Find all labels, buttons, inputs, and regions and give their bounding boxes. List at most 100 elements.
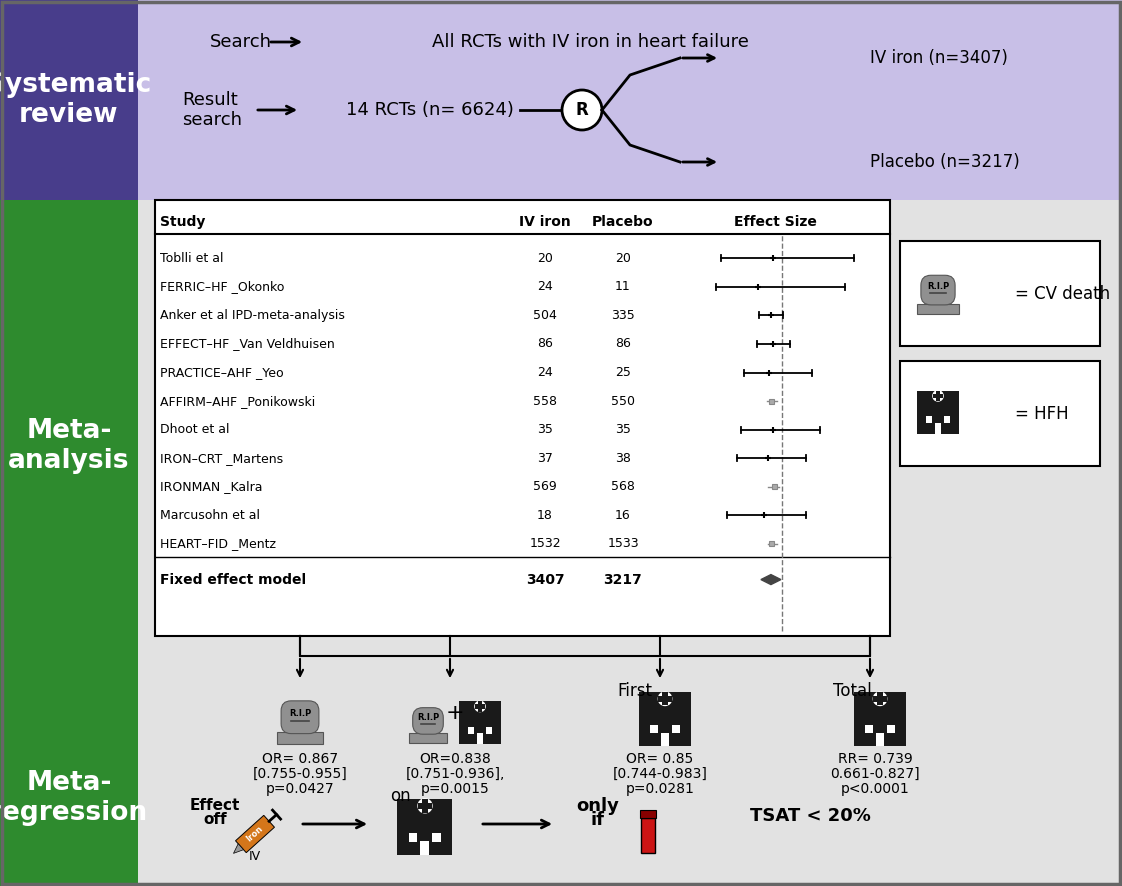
Bar: [277, 733, 323, 744]
Bar: [672, 725, 680, 734]
Text: 3217: 3217: [604, 572, 643, 587]
Text: IV iron (n=3407): IV iron (n=3407): [870, 49, 1008, 67]
Bar: [875, 733, 884, 746]
Text: PRACTICE–AHF _Yeo: PRACTICE–AHF _Yeo: [160, 366, 284, 379]
Text: 20: 20: [615, 252, 631, 265]
Text: 14 RCTs (n= 6624): 14 RCTs (n= 6624): [346, 101, 514, 119]
Bar: [650, 725, 657, 734]
Bar: [638, 692, 691, 705]
Text: IV: IV: [249, 850, 261, 862]
Bar: [397, 812, 452, 855]
Text: 335: 335: [611, 309, 635, 322]
Text: 38: 38: [615, 452, 631, 464]
Text: Search: Search: [210, 33, 272, 51]
Text: 18: 18: [537, 509, 553, 522]
Text: [0.751-0.936],: [0.751-0.936],: [405, 767, 505, 781]
Text: 16: 16: [615, 509, 631, 522]
Bar: [0, 0, 1122, 200]
Circle shape: [873, 691, 888, 706]
Text: Study: Study: [160, 215, 205, 229]
Text: Meta-
regression: Meta- regression: [0, 770, 148, 826]
Bar: [854, 692, 907, 705]
Bar: [936, 391, 940, 401]
Text: 35: 35: [537, 424, 553, 436]
Text: 569: 569: [533, 480, 557, 494]
Bar: [0, 0, 138, 886]
Bar: [932, 393, 944, 398]
Text: Dhoot et al: Dhoot et al: [160, 424, 230, 436]
Bar: [926, 416, 932, 424]
Text: +: +: [445, 703, 465, 723]
Text: 25: 25: [615, 366, 631, 379]
Text: Meta-
analysis: Meta- analysis: [8, 418, 130, 474]
Bar: [419, 803, 432, 809]
Text: Effect: Effect: [190, 798, 240, 813]
Polygon shape: [233, 843, 243, 853]
Bar: [770, 541, 774, 547]
Text: [0.755-0.955]: [0.755-0.955]: [252, 767, 348, 781]
Bar: [475, 704, 486, 709]
Bar: [155, 200, 890, 636]
Circle shape: [657, 691, 672, 706]
Text: Iron: Iron: [245, 824, 265, 843]
Bar: [662, 692, 668, 705]
Bar: [935, 423, 941, 433]
Text: Effect Size: Effect Size: [734, 215, 817, 229]
Text: HEART–FID _Mentz: HEART–FID _Mentz: [160, 538, 276, 550]
Circle shape: [475, 701, 486, 712]
Text: 20: 20: [537, 252, 553, 265]
Bar: [917, 391, 959, 401]
Circle shape: [562, 90, 603, 130]
Circle shape: [932, 390, 944, 401]
Text: IRONMAN _Kalra: IRONMAN _Kalra: [160, 480, 263, 494]
Text: R: R: [576, 101, 588, 119]
Text: p=0.0281: p=0.0281: [626, 782, 695, 796]
Bar: [138, 200, 1122, 886]
Text: Marcusohn et al: Marcusohn et al: [160, 509, 260, 522]
Text: TSAT < 20%: TSAT < 20%: [749, 807, 871, 825]
Bar: [459, 711, 500, 744]
Bar: [421, 842, 430, 855]
Bar: [397, 799, 452, 812]
Text: RR= 0.739: RR= 0.739: [838, 752, 912, 766]
Text: 37: 37: [537, 452, 553, 464]
Text: p=0.0015: p=0.0015: [421, 782, 489, 796]
Bar: [659, 696, 672, 702]
Bar: [410, 734, 447, 742]
FancyBboxPatch shape: [282, 701, 319, 734]
Text: p=0.0427: p=0.0427: [266, 782, 334, 796]
Text: R.I.P: R.I.P: [927, 282, 949, 291]
FancyBboxPatch shape: [921, 276, 955, 305]
Text: 3407: 3407: [526, 572, 564, 587]
Text: = CV death: = CV death: [1015, 284, 1110, 302]
Polygon shape: [236, 815, 275, 852]
Text: AFFIRM–AHF _Ponikowski: AFFIRM–AHF _Ponikowski: [160, 394, 315, 408]
Bar: [477, 734, 484, 744]
Bar: [917, 401, 959, 433]
Text: Systematic
review: Systematic review: [0, 72, 151, 128]
Text: Result
search: Result search: [182, 90, 242, 129]
Polygon shape: [761, 575, 781, 585]
Circle shape: [417, 798, 433, 813]
Bar: [486, 727, 493, 734]
Text: 568: 568: [611, 480, 635, 494]
Bar: [422, 799, 427, 812]
Text: OR=0.838: OR=0.838: [420, 752, 490, 766]
Text: if: if: [591, 811, 605, 829]
Bar: [873, 696, 886, 702]
Text: = HFH: = HFH: [1015, 405, 1068, 423]
Bar: [432, 833, 441, 842]
Text: EFFECT–HF _Van Veldhuisen: EFFECT–HF _Van Veldhuisen: [160, 338, 334, 351]
Text: IRON–CRT _Martens: IRON–CRT _Martens: [160, 452, 283, 464]
Text: Placebo: Placebo: [592, 215, 654, 229]
Text: 558: 558: [533, 394, 557, 408]
Text: IV iron: IV iron: [519, 215, 571, 229]
Bar: [478, 701, 482, 711]
Text: 86: 86: [537, 338, 553, 351]
Text: 11: 11: [615, 280, 631, 293]
Text: OR= 0.867: OR= 0.867: [261, 752, 338, 766]
Text: 35: 35: [615, 424, 631, 436]
Text: 0.661-0.827]: 0.661-0.827]: [830, 767, 920, 781]
Text: on: on: [389, 787, 411, 805]
Text: 24: 24: [537, 280, 553, 293]
